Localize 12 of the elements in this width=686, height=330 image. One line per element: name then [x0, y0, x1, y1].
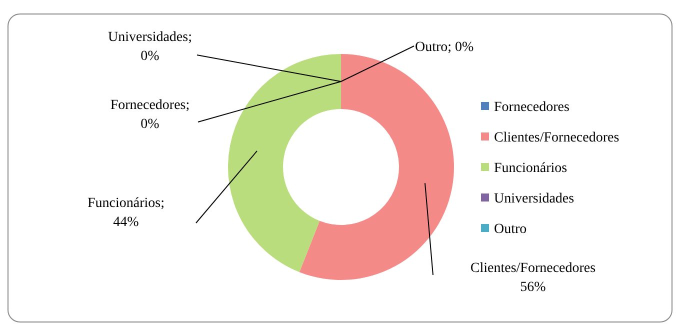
legend-label: Clientes/Fornecedores — [494, 130, 620, 146]
text: Universidades; 0% — [108, 30, 192, 64]
text: Outro; 0% — [415, 40, 474, 55]
data-label: Clientes/Fornecedores 56% — [470, 261, 596, 295]
data-label: Funcionários; 44% — [88, 196, 164, 230]
donut-slice — [299, 54, 454, 280]
legend-label: Funcionários — [494, 161, 568, 176]
legend-label: Outro — [494, 222, 527, 237]
legend-label: Fornecedores — [494, 100, 570, 115]
donut-slice — [228, 54, 341, 272]
text: Fornecedores; 0% — [110, 98, 190, 132]
legend-label: Universidades — [494, 192, 574, 206]
